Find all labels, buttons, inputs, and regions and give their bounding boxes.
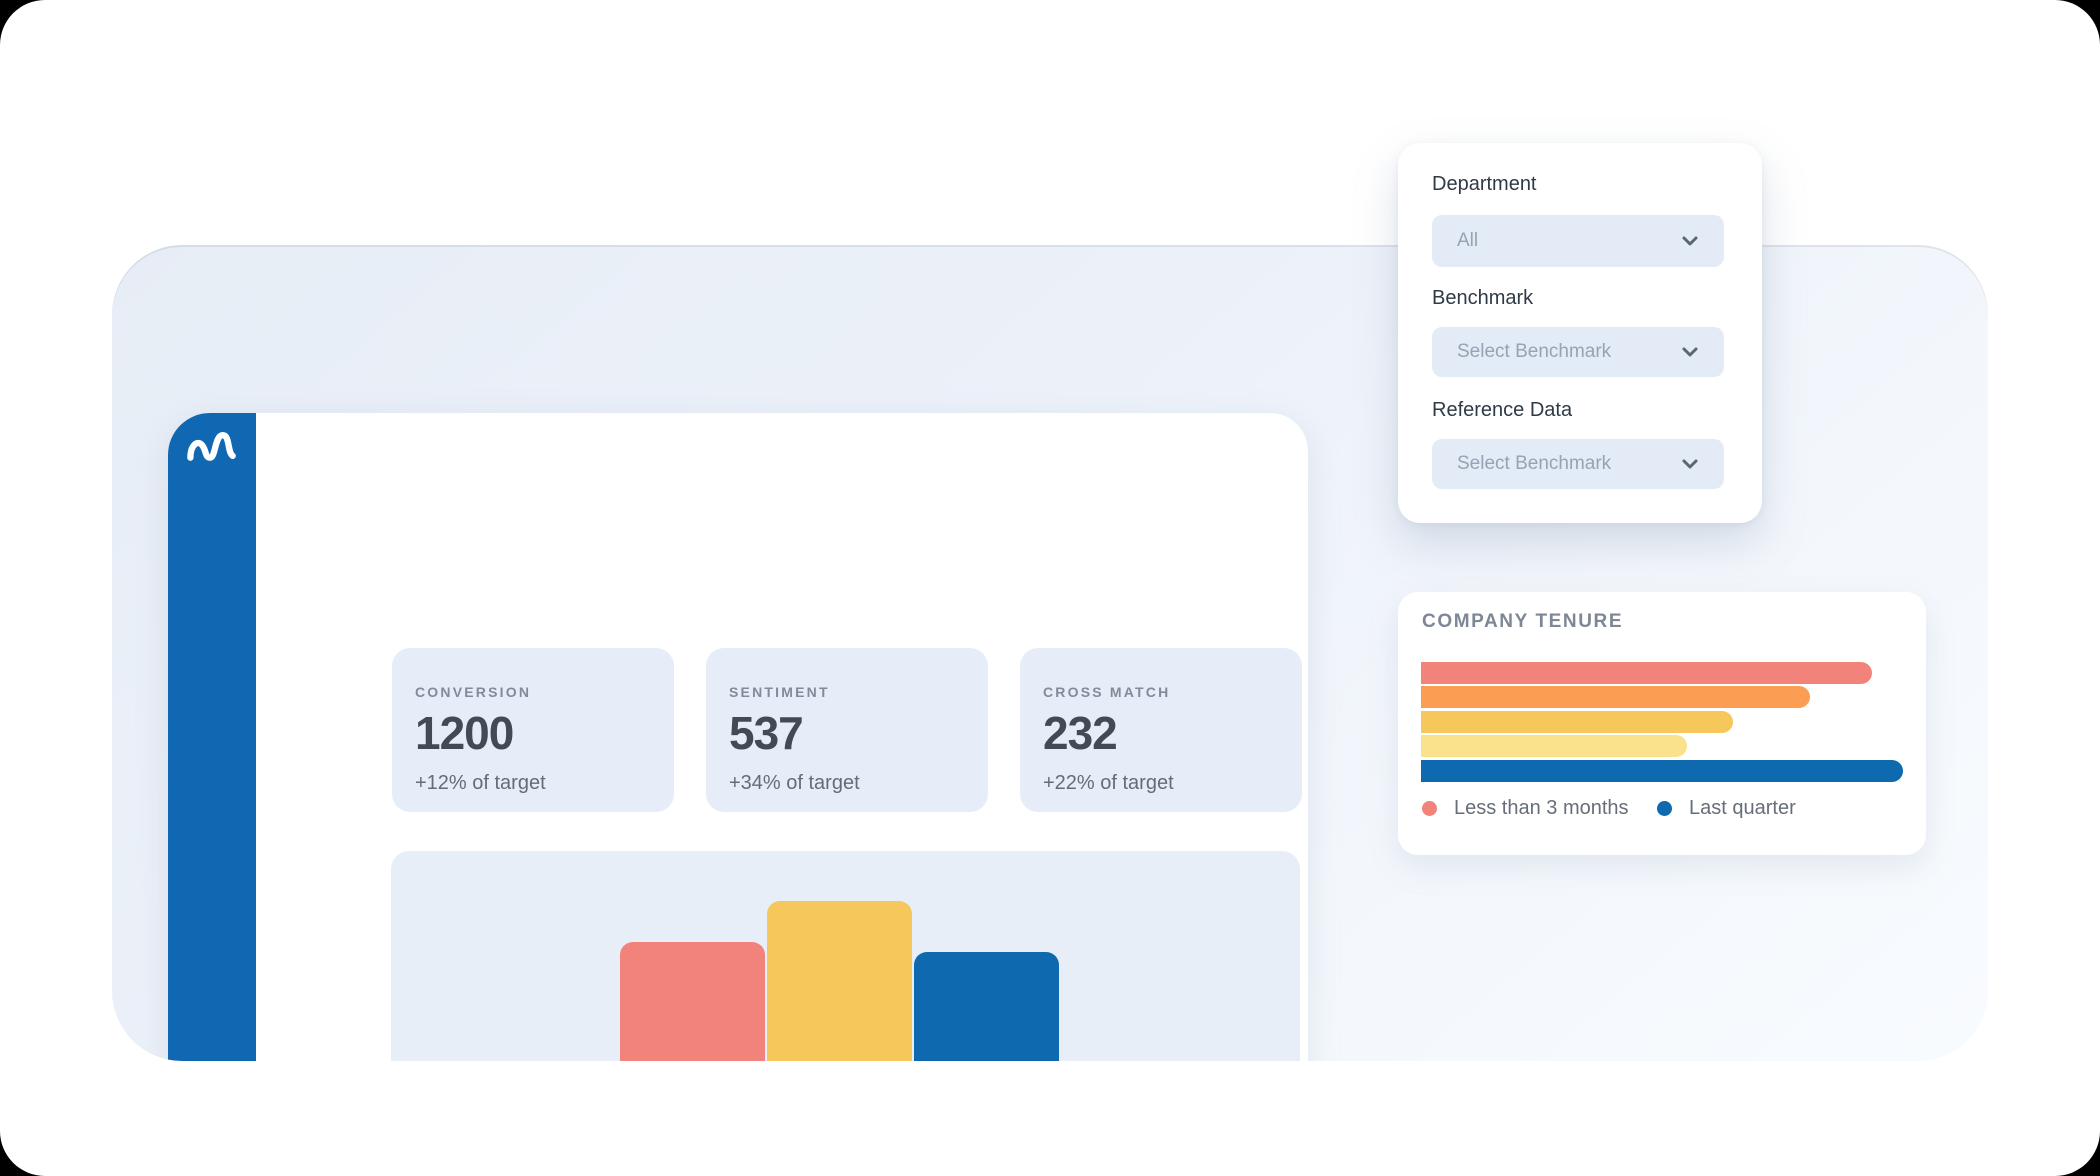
department-dropdown[interactable]: All bbox=[1432, 215, 1724, 267]
filter-panel: Department All Benchmark Select Benchmar… bbox=[1398, 143, 1762, 523]
stat-delta: +34% of target bbox=[729, 772, 860, 794]
department-value: All bbox=[1457, 230, 1479, 251]
company-tenure-title: COMPANY TENURE bbox=[1422, 611, 1624, 632]
company-tenure-chart bbox=[1421, 662, 1903, 784]
horizontal-bar bbox=[1421, 735, 1688, 757]
stat-card-sentiment: SENTIMENT 537 +34% of target bbox=[706, 648, 988, 812]
stat-value: 232 bbox=[1043, 707, 1118, 759]
chevron-down-icon bbox=[1678, 229, 1702, 258]
stat-card-cross-match: CROSS MATCH 232 +22% of target bbox=[1020, 648, 1302, 812]
benchmark-dropdown[interactable]: Select Benchmark bbox=[1432, 327, 1724, 377]
stat-value: 1200 bbox=[415, 707, 514, 759]
main-card: CONVERSION 1200 +12% of target SENTIMENT… bbox=[168, 413, 1308, 1061]
legend-label: Last quarter bbox=[1689, 797, 1796, 819]
reference-data-dropdown[interactable]: Select Benchmark bbox=[1432, 439, 1724, 489]
department-label: Department bbox=[1432, 173, 1537, 195]
horizontal-bar bbox=[1421, 662, 1873, 684]
benchmark-label: Benchmark bbox=[1432, 287, 1534, 309]
horizontal-bar bbox=[1421, 711, 1733, 733]
legend-item-last-quarter: Last quarter bbox=[1657, 797, 1796, 820]
reference-data-placeholder: Select Benchmark bbox=[1457, 453, 1612, 474]
benchmark-placeholder: Select Benchmark bbox=[1457, 341, 1612, 362]
stat-label: SENTIMENT bbox=[729, 684, 830, 700]
horizontal-bar bbox=[1421, 760, 1903, 782]
stat-value: 537 bbox=[729, 707, 804, 759]
wave-logo-icon bbox=[185, 427, 239, 470]
chevron-down-icon bbox=[1678, 452, 1702, 481]
stat-label: CROSS MATCH bbox=[1043, 684, 1171, 700]
stat-delta: +12% of target bbox=[415, 772, 546, 794]
vertical-bar bbox=[767, 901, 912, 1061]
company-tenure-card: COMPANY TENURE Less than 3 months Last q… bbox=[1398, 592, 1926, 855]
reference-data-label: Reference Data bbox=[1432, 399, 1573, 421]
legend-dot-blue bbox=[1657, 801, 1672, 816]
main-bar-chart bbox=[391, 851, 1300, 1061]
stat-card-conversion: CONVERSION 1200 +12% of target bbox=[392, 648, 674, 812]
sidebar-nav bbox=[168, 413, 256, 1061]
vertical-bar bbox=[620, 942, 765, 1061]
stat-delta: +22% of target bbox=[1043, 772, 1174, 794]
legend-label: Less than 3 months bbox=[1454, 797, 1629, 819]
legend-dot-salmon bbox=[1422, 801, 1437, 816]
stat-label: CONVERSION bbox=[415, 684, 532, 700]
vertical-bar bbox=[914, 952, 1059, 1061]
legend-item-less-than-3-months: Less than 3 months bbox=[1422, 797, 1629, 820]
horizontal-bar bbox=[1421, 686, 1810, 708]
chevron-down-icon bbox=[1678, 340, 1702, 369]
